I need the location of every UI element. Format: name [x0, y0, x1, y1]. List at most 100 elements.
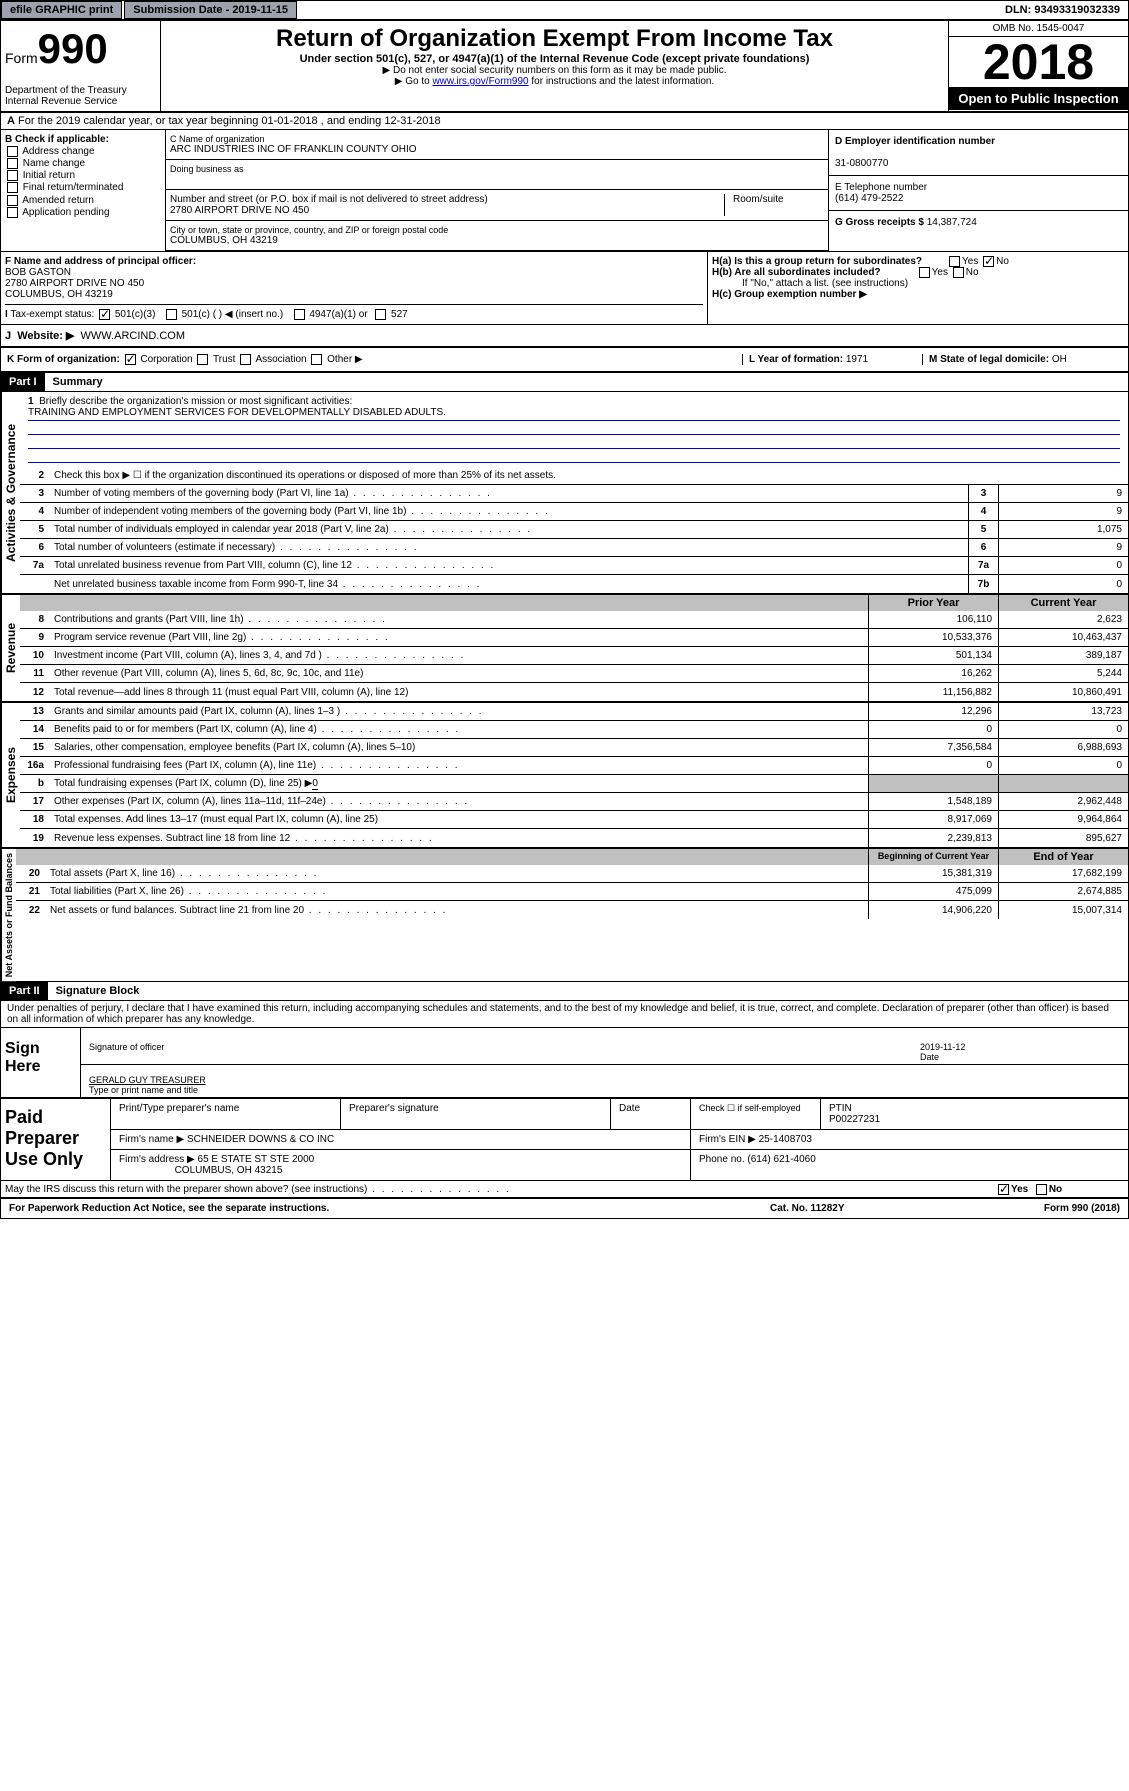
p18: 8,917,069 [868, 811, 998, 828]
firm-city: COLUMBUS, OH 43215 [175, 1165, 283, 1176]
year-formation: 1971 [846, 354, 868, 365]
opt-501c3: 501(c)(3) [115, 309, 156, 320]
501c-checkbox[interactable] [166, 309, 177, 320]
v3: 9 [998, 485, 1128, 502]
box-b-label: B Check if applicable: [5, 134, 109, 145]
ha-no-checkbox[interactable] [983, 256, 994, 267]
ssn-note: ▶ Do not enter social security numbers o… [165, 65, 944, 76]
final-return-checkbox[interactable] [7, 182, 18, 193]
line13: Grants and similar amounts paid (Part IX… [50, 704, 868, 719]
tax-status-label: Tax-exempt status: [10, 309, 94, 320]
efile-button[interactable]: efile GRAPHIC print [1, 1, 122, 19]
expenses-label: Expenses [1, 703, 20, 847]
ha-label: H(a) Is this a group return for subordin… [712, 256, 922, 267]
c9: 10,463,437 [998, 629, 1128, 646]
name-change-checkbox[interactable] [7, 158, 18, 169]
discuss-text: May the IRS discuss this return with the… [1, 1182, 988, 1197]
goto-suffix: for instructions and the latest informat… [529, 76, 715, 87]
discuss-yes-checkbox[interactable] [998, 1184, 1009, 1195]
footer-mid: Cat. No. 11282Y [770, 1203, 970, 1214]
c17: 2,962,448 [998, 793, 1128, 810]
irs-link[interactable]: www.irs.gov/Form990 [432, 76, 528, 87]
sig-date-label: Date [920, 1052, 939, 1062]
yes-label: Yes [962, 256, 978, 267]
hb-yes-checkbox[interactable] [919, 267, 930, 278]
501c3-checkbox[interactable] [99, 309, 110, 320]
p9: 10,533,376 [868, 629, 998, 646]
527-checkbox[interactable] [375, 309, 386, 320]
p8: 106,110 [868, 611, 998, 628]
v7b: 0 [998, 575, 1128, 593]
line20: Total assets (Part X, line 16) [46, 866, 868, 881]
line7a: Total unrelated business revenue from Pa… [50, 558, 968, 573]
state-dom: OH [1052, 354, 1067, 365]
opt-address-change: Address change [22, 146, 94, 157]
v7a: 0 [998, 557, 1128, 574]
p21: 475,099 [868, 883, 998, 900]
other-checkbox[interactable] [311, 354, 322, 365]
v5: 1,075 [998, 521, 1128, 538]
no-label: No [996, 256, 1009, 267]
officer-label: F Name and address of principal officer: [5, 256, 196, 267]
hb-label: H(b) Are all subordinates included? [712, 267, 881, 278]
ein-label: D Employer identification number [835, 136, 995, 147]
c16a: 0 [998, 757, 1128, 774]
c8: 2,623 [998, 611, 1128, 628]
firm-name: SCHNEIDER DOWNS & CO INC [187, 1134, 334, 1145]
form-org-label: K Form of organization: [7, 354, 120, 365]
assoc-label: Association [255, 354, 306, 365]
opt-501c: 501(c) ( ) ◀ (insert no.) [182, 309, 284, 320]
org-name-label: C Name of organization [170, 134, 824, 144]
line16b: Total fundraising expenses (Part IX, col… [54, 778, 312, 789]
current-year-header: Current Year [998, 595, 1128, 611]
v6: 9 [998, 539, 1128, 556]
firm-addr: 65 E STATE ST STE 2000 [198, 1154, 315, 1165]
assoc-checkbox[interactable] [240, 354, 251, 365]
revenue-label: Revenue [1, 595, 20, 701]
signer-name-label: Type or print name and title [89, 1085, 198, 1095]
opt-527: 527 [391, 309, 408, 320]
4947-checkbox[interactable] [294, 309, 305, 320]
footer-right: Form 990 (2018) [970, 1203, 1120, 1214]
app-pending-checkbox[interactable] [7, 207, 18, 218]
org-name: ARC INDUSTRIES INC OF FRANKLIN COUNTY OH… [170, 144, 824, 155]
line22: Net assets or fund balances. Subtract li… [46, 903, 868, 918]
opt-final: Final return/terminated [23, 183, 124, 194]
officer-name: BOB GASTON [5, 267, 71, 278]
corp-checkbox[interactable] [125, 354, 136, 365]
c22: 15,007,314 [998, 901, 1128, 919]
line18: Total expenses. Add lines 13–17 (must eq… [50, 812, 868, 827]
discuss-no-checkbox[interactable] [1036, 1184, 1047, 1195]
part1-header: Part I [1, 373, 45, 391]
p14: 0 [868, 721, 998, 738]
amended-return-checkbox[interactable] [7, 195, 18, 206]
trust-checkbox[interactable] [197, 354, 208, 365]
self-employed-check: Check ☐ if self-employed [691, 1099, 821, 1129]
form-label: Form [5, 50, 38, 66]
line12: Total revenue—add lines 8 through 11 (mu… [50, 685, 868, 700]
line2: Check this box ▶ ☐ if the organization d… [50, 468, 1128, 483]
initial-return-checkbox[interactable] [7, 170, 18, 181]
line1-label: Briefly describe the organization's miss… [39, 396, 352, 407]
room-label: Room/suite [733, 194, 824, 205]
part1-title: Summary [45, 373, 111, 391]
address-change-checkbox[interactable] [7, 146, 18, 157]
c12: 10,860,491 [998, 683, 1128, 701]
ha-yes-checkbox[interactable] [949, 256, 960, 267]
firm-addr-label: Firm's address ▶ [119, 1154, 195, 1165]
submission-date: Submission Date - 2019-11-15 [124, 1, 297, 19]
prep-sig-header: Preparer's signature [341, 1099, 611, 1129]
yes-label2: Yes [932, 267, 948, 278]
goto-prefix: ▶ Go to [395, 76, 433, 87]
dba-label: Doing business as [170, 164, 824, 174]
hc-label: H(c) Group exemption number ▶ [712, 289, 867, 300]
firm-phone-label: Phone no. [699, 1154, 745, 1165]
hb-no-checkbox[interactable] [953, 267, 964, 278]
org-address: 2780 AIRPORT DRIVE NO 450 [170, 205, 724, 216]
ein-value: 31-0800770 [835, 158, 888, 169]
line16b-val: 0 [312, 778, 318, 790]
firm-name-label: Firm's name ▶ [119, 1134, 184, 1145]
state-dom-label: M State of legal domicile: [929, 354, 1049, 365]
p19: 2,239,813 [868, 829, 998, 847]
p12: 11,156,882 [868, 683, 998, 701]
